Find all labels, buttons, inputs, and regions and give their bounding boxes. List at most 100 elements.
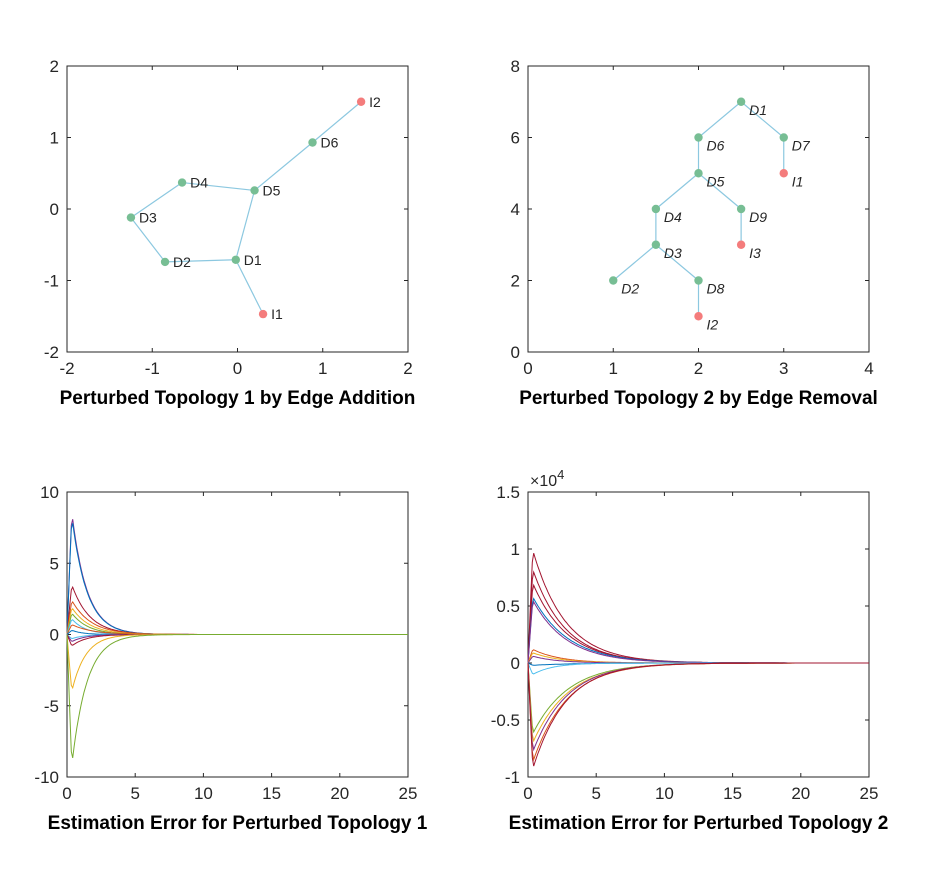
y-tick-label: -10 — [34, 768, 59, 787]
x-tick-label: 15 — [262, 784, 281, 803]
axes-box — [66, 65, 409, 353]
x-tick-label: 25 — [860, 784, 879, 803]
chart-4: 0 5 10 15 20 25 -1 -0.5 0 0.5 1 1.5 Estimation Error… — [491, 467, 889, 834]
graph-node — [126, 213, 136, 222]
x-tick-label: 10 — [655, 784, 674, 803]
x-tick-label: -2 — [59, 359, 74, 378]
node-label: I2 — [707, 316, 719, 332]
chart-title: Perturbed Topology 1 by Edge Addition — [60, 388, 416, 409]
x-tick-label: 4 — [864, 359, 873, 378]
graph-node — [609, 276, 618, 285]
chart-title: Estimation Error for Perturbed Topology … — [509, 813, 889, 834]
graph-node — [258, 309, 268, 319]
series-line — [66, 585, 408, 635]
series-line — [66, 634, 408, 690]
x-tick-label: -1 — [145, 359, 160, 378]
node-label: D5 — [707, 173, 725, 189]
graph-edge — [182, 181, 255, 192]
node-label: D2 — [621, 281, 639, 297]
node-label: D3 — [139, 210, 157, 226]
axis-exponent: ×104 — [530, 467, 564, 490]
y-tick-label: 0 — [50, 200, 59, 219]
series-line — [527, 662, 869, 762]
series-line — [66, 634, 408, 759]
y-tick-label: 6 — [511, 129, 520, 148]
y-tick-label: -2 — [44, 343, 59, 362]
series-line — [527, 583, 869, 664]
chart-3: 0 5 10 15 20 25 -10 -5 0 5 10 Estimation Error for … — [34, 483, 427, 834]
graph-edge — [165, 259, 236, 263]
y-tick-label: 0.5 — [496, 597, 520, 616]
series-line — [527, 662, 869, 752]
x-tick-label: 5 — [130, 784, 139, 803]
x-tick-label: 2 — [403, 359, 412, 378]
graph-node — [779, 169, 788, 178]
node-label: I1 — [792, 173, 804, 189]
node-label: D4 — [664, 209, 682, 225]
chart-2: 0 1 2 3 4 0 2 4 6 8 Perturbed Topology 2 by Edge R… — [511, 57, 878, 409]
graph-node — [160, 257, 170, 267]
node-label: D1 — [749, 102, 767, 118]
node-label: D5 — [263, 182, 281, 198]
x-tick-label: 25 — [399, 784, 418, 803]
graph-node — [651, 204, 661, 214]
graph-edge — [130, 182, 183, 219]
chart-1: -2 -1 0 1 2 -2 -1 0 1 2 Perturbed Topology 1 by Ed… — [44, 57, 415, 409]
node-label: D6 — [707, 138, 725, 154]
y-tick-label: 4 — [511, 200, 520, 219]
graph-node — [177, 178, 187, 187]
x-tick-label: 3 — [779, 359, 788, 378]
series-line — [66, 519, 408, 635]
graph-edge — [655, 244, 699, 281]
graph-edge — [698, 101, 742, 138]
series-line — [527, 662, 869, 767]
graph-node — [308, 138, 317, 147]
graph-edge — [235, 190, 256, 260]
series-line — [527, 570, 869, 664]
x-tick-label: 20 — [791, 784, 810, 803]
y-tick-label: 1 — [50, 129, 59, 148]
node-label: D2 — [173, 254, 191, 270]
graph-edge — [698, 172, 742, 210]
graph-edge — [312, 101, 362, 143]
axes-box — [527, 491, 870, 778]
node-label: D7 — [792, 138, 811, 154]
series-line — [527, 600, 869, 664]
graph-edge — [612, 244, 657, 281]
x-tick-label: 10 — [194, 784, 213, 803]
graph-node — [736, 240, 746, 249]
y-tick-label: 10 — [40, 483, 59, 502]
x-tick-label: 1 — [318, 359, 327, 378]
node-label: D9 — [749, 209, 767, 225]
series-line — [527, 662, 869, 734]
graph-edge — [655, 172, 699, 210]
graph-node — [779, 133, 788, 142]
graph-node — [694, 276, 703, 285]
y-tick-label: 0 — [511, 343, 520, 362]
x-tick-label: 5 — [591, 784, 600, 803]
node-label: D4 — [190, 175, 208, 191]
chart-title: Estimation Error for Perturbed Topology … — [48, 813, 428, 834]
y-tick-label: 0 — [511, 654, 520, 673]
y-tick-label: 0 — [50, 626, 59, 645]
y-tick-label: -1 — [505, 768, 520, 787]
graph-node — [694, 312, 703, 321]
chart-title: Perturbed Topology 2 by Edge Removal — [519, 388, 878, 409]
graph-node — [651, 240, 661, 249]
x-tick-label: 2 — [694, 359, 703, 378]
x-tick-label: 1 — [609, 359, 618, 378]
y-tick-label: 2 — [50, 57, 59, 76]
node-label: D3 — [664, 245, 682, 261]
graph-node — [694, 169, 703, 178]
graph-node — [736, 97, 746, 106]
x-tick-label: 15 — [723, 784, 742, 803]
node-label: D6 — [321, 135, 339, 151]
graph-node — [736, 204, 746, 214]
x-tick-label: 0 — [233, 359, 242, 378]
x-tick-label: 20 — [330, 784, 349, 803]
graph-node — [231, 255, 240, 264]
graph-node — [356, 97, 366, 106]
x-tick-label: 0 — [62, 784, 71, 803]
y-tick-label: 1 — [511, 540, 520, 559]
